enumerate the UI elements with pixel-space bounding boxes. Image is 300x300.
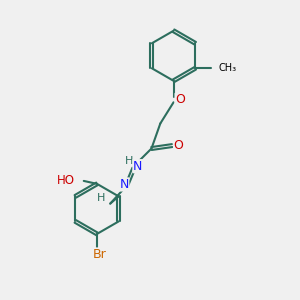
Text: HO: HO <box>57 174 75 188</box>
Text: N: N <box>133 160 142 173</box>
Text: H: H <box>124 156 133 166</box>
Text: Br: Br <box>93 248 107 261</box>
Text: N: N <box>119 178 129 191</box>
Text: O: O <box>174 139 184 152</box>
Text: O: O <box>175 93 185 106</box>
Text: H: H <box>97 193 106 203</box>
Text: CH₃: CH₃ <box>219 63 237 73</box>
